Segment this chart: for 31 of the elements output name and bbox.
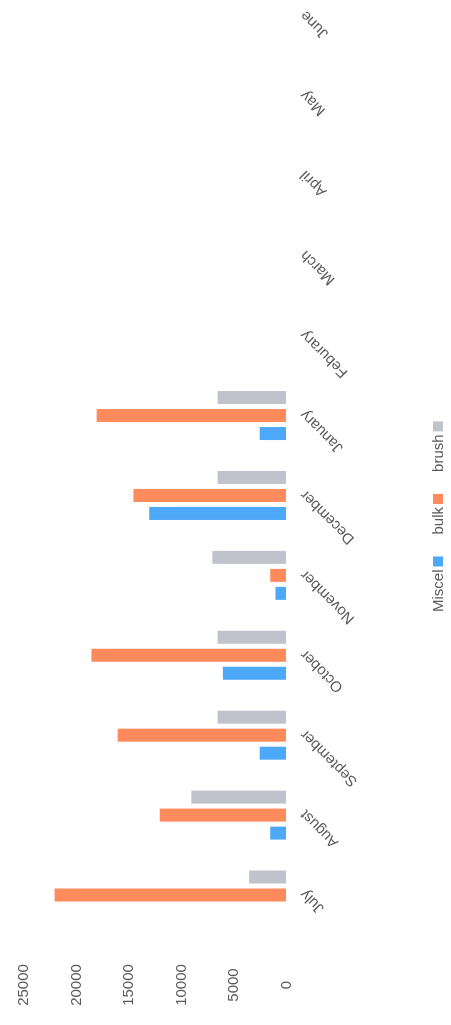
bar — [217, 710, 286, 724]
bar — [54, 888, 286, 902]
bar — [259, 427, 286, 441]
bar — [149, 506, 286, 520]
bar — [191, 790, 286, 804]
bar — [222, 666, 286, 680]
x-tick-label: 10000 — [171, 964, 189, 1006]
bar — [217, 391, 286, 405]
bar — [270, 826, 286, 840]
bar — [91, 648, 286, 662]
bar — [133, 488, 286, 502]
y-tick-label: July — [295, 886, 327, 918]
bar — [249, 870, 286, 884]
bar — [270, 568, 286, 582]
bar — [159, 808, 286, 822]
x-tick-label: 0 — [277, 980, 294, 990]
legend-label: brush — [429, 434, 446, 472]
y-tick-label: April — [296, 167, 330, 201]
bar — [259, 746, 286, 760]
bar — [117, 728, 286, 742]
bar — [217, 470, 286, 484]
legend-label: Miscel — [429, 569, 446, 612]
bar — [212, 550, 286, 564]
bar — [275, 586, 286, 600]
legend-label: bulk — [429, 506, 446, 535]
bar — [96, 409, 286, 423]
x-tick-label: 25000 — [14, 964, 31, 1006]
x-tick-label: 20000 — [66, 964, 84, 1006]
x-tick-label: 15000 — [119, 964, 137, 1006]
bar — [217, 630, 286, 644]
x-tick-label: 5000 — [224, 968, 242, 1002]
